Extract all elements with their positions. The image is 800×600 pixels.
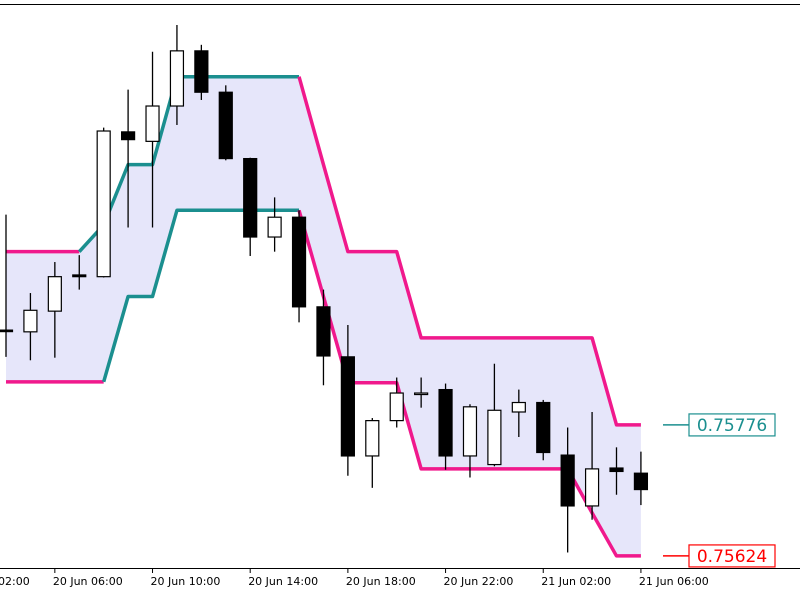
candle-body xyxy=(120,131,136,141)
x-tick-label: 20 Jun 06:00 xyxy=(53,575,123,588)
candle-body xyxy=(536,401,551,454)
candle-body xyxy=(316,306,331,357)
candle-body xyxy=(145,105,160,142)
x-tick-label: 20 Jun 18:00 xyxy=(346,575,416,588)
candle-body xyxy=(0,329,14,333)
x-tick-label: 20 Jun 14:00 xyxy=(248,575,318,588)
candle-body xyxy=(511,401,526,413)
band-line xyxy=(77,74,300,253)
price-label: 0.75776 xyxy=(697,416,767,436)
candle-body xyxy=(487,409,502,466)
plot-area xyxy=(0,24,649,558)
candle-body xyxy=(194,50,209,93)
price-label-box xyxy=(688,544,776,568)
price-label: 0.75624 xyxy=(697,547,767,567)
candle-body xyxy=(96,130,111,278)
x-tick-label: 21 Jun 06:00 xyxy=(639,575,709,588)
candle-body xyxy=(291,216,307,308)
candle-body xyxy=(23,309,38,333)
candle-body xyxy=(218,91,233,160)
channel-fill xyxy=(6,76,641,556)
candle-body xyxy=(340,356,355,457)
candle-body xyxy=(267,216,282,238)
candle-body xyxy=(609,467,624,473)
candle-body xyxy=(365,420,380,457)
candle-body xyxy=(169,50,185,107)
x-tick-label: 20 Jun 22:00 xyxy=(444,575,514,588)
candle-body xyxy=(243,157,258,238)
candle-body xyxy=(414,392,429,396)
candle-body xyxy=(633,472,649,491)
candle-body xyxy=(47,276,62,312)
candle-body xyxy=(462,406,478,457)
price-label-box xyxy=(688,413,776,437)
candle-body xyxy=(72,274,87,278)
band-line xyxy=(101,208,300,383)
candle-body xyxy=(584,468,600,507)
candle-body xyxy=(389,392,404,422)
candle-body xyxy=(560,454,575,507)
x-tick-label: 20 Jun 10:00 xyxy=(151,575,221,588)
candle-body xyxy=(438,388,453,457)
x-tick-label: 02:00 xyxy=(0,575,30,588)
band-line xyxy=(297,76,641,427)
x-tick-label: 21 Jun 02:00 xyxy=(541,575,611,588)
